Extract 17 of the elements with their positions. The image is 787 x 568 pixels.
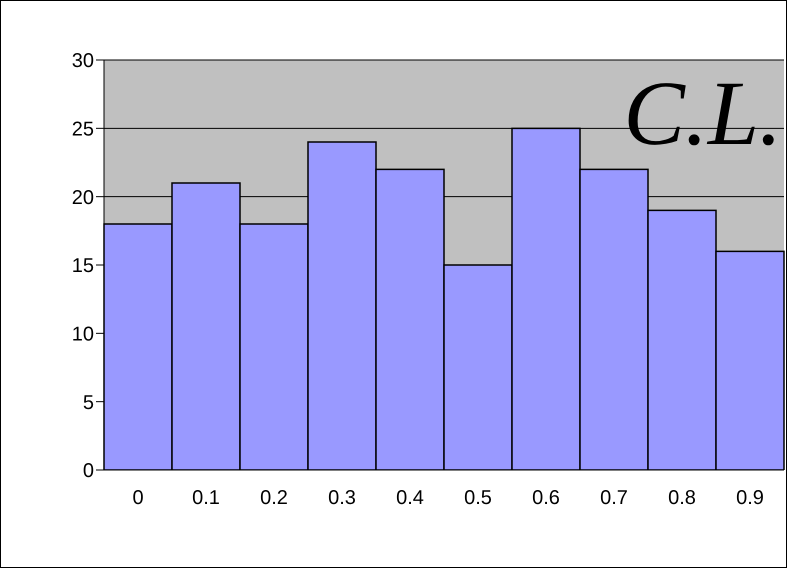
y-tick-label: 30 [72, 50, 94, 72]
x-tick-label: 0.2 [260, 487, 288, 510]
y-tick-label: 20 [72, 186, 94, 209]
x-tick-label: 0.3 [328, 487, 356, 510]
y-tick-label: 10 [72, 323, 94, 346]
x-tick-label: 0.6 [532, 487, 560, 510]
x-tick-label: 0.8 [668, 487, 696, 510]
x-tick-label: 0.1 [192, 487, 220, 510]
y-tick-label: 15 [72, 255, 94, 278]
y-tick-label: 25 [72, 118, 94, 140]
y-tick-label: 5 [82, 392, 94, 414]
x-tick-label: 0.9 [736, 487, 764, 510]
x-tick-label: 0.5 [464, 487, 492, 510]
x-tick-label: 0.4 [396, 487, 424, 510]
x-tick-label: 0 [132, 487, 144, 510]
y-tick-label: 0 [82, 460, 94, 482]
x-tick-label: 0.7 [600, 487, 628, 510]
